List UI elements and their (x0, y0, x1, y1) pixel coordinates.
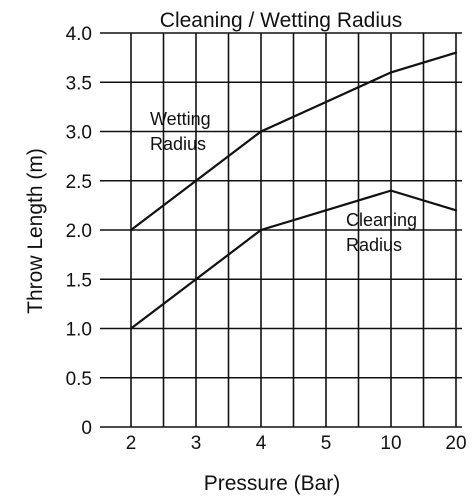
x-tick-label: 4 (256, 433, 267, 454)
x-tick-labels: 2 3 4 5 10 20 (126, 433, 467, 454)
data-point-wetting-radius (324, 100, 328, 104)
chart-title: Cleaning / Wetting Radius (160, 9, 402, 32)
series-lines (129, 51, 458, 330)
y-tick-label: 2.0 (66, 221, 92, 242)
x-tick-label: 3 (191, 433, 202, 454)
data-point-wetting-radius (389, 71, 393, 74)
x-tick-label: 2 (126, 433, 137, 454)
x-tick-label: 20 (445, 433, 466, 454)
y-tick-label: 4.0 (66, 24, 92, 45)
wetting-radius-label-line1: Wetting (150, 109, 211, 129)
y-tick-label: 1.5 (66, 270, 92, 291)
y-tick-label: 0.5 (66, 369, 92, 390)
grid (100, 32, 462, 428)
data-point-cleaning-radius (454, 209, 458, 212)
series-line-wetting-radius (130, 51, 457, 231)
y-tick-labels: 4.0 3.5 3.0 2.5 2.0 1.5 1.0 0.5 0 (66, 24, 92, 439)
y-tick-label: 1.0 (66, 320, 92, 341)
data-point-cleaning-radius (129, 327, 133, 330)
cleaning-radius-label-line1: Cleaning (346, 210, 417, 230)
y-tick-label: 0 (81, 418, 92, 439)
series-line-cleaning-radius (130, 189, 457, 330)
data-point-wetting-radius (454, 51, 458, 54)
data-point-cleaning-radius (324, 209, 328, 212)
data-point-wetting-radius (129, 228, 133, 232)
wetting-radius-label-line2: Radius (150, 134, 206, 154)
x-tick-label: 10 (380, 433, 401, 454)
y-axis-label: Throw Length (m) (24, 148, 47, 314)
y-tick-label: 2.5 (66, 172, 92, 193)
data-point-wetting-radius (259, 130, 263, 133)
x-tick-label: 5 (321, 433, 332, 454)
data-point-cleaning-radius (389, 189, 393, 192)
cleaning-radius-label-line2: Radius (346, 235, 402, 255)
x-axis-label: Pressure (Bar) (204, 472, 341, 495)
data-point-wetting-radius (194, 179, 198, 182)
data-point-cleaning-radius (194, 278, 198, 281)
y-tick-label: 3.0 (66, 123, 92, 144)
data-point-cleaning-radius (259, 228, 263, 232)
y-tick-label: 3.5 (66, 73, 92, 94)
